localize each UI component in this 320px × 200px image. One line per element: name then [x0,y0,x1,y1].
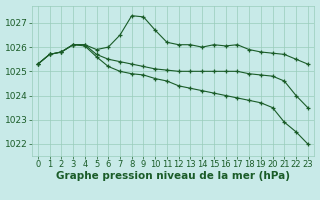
X-axis label: Graphe pression niveau de la mer (hPa): Graphe pression niveau de la mer (hPa) [56,171,290,181]
